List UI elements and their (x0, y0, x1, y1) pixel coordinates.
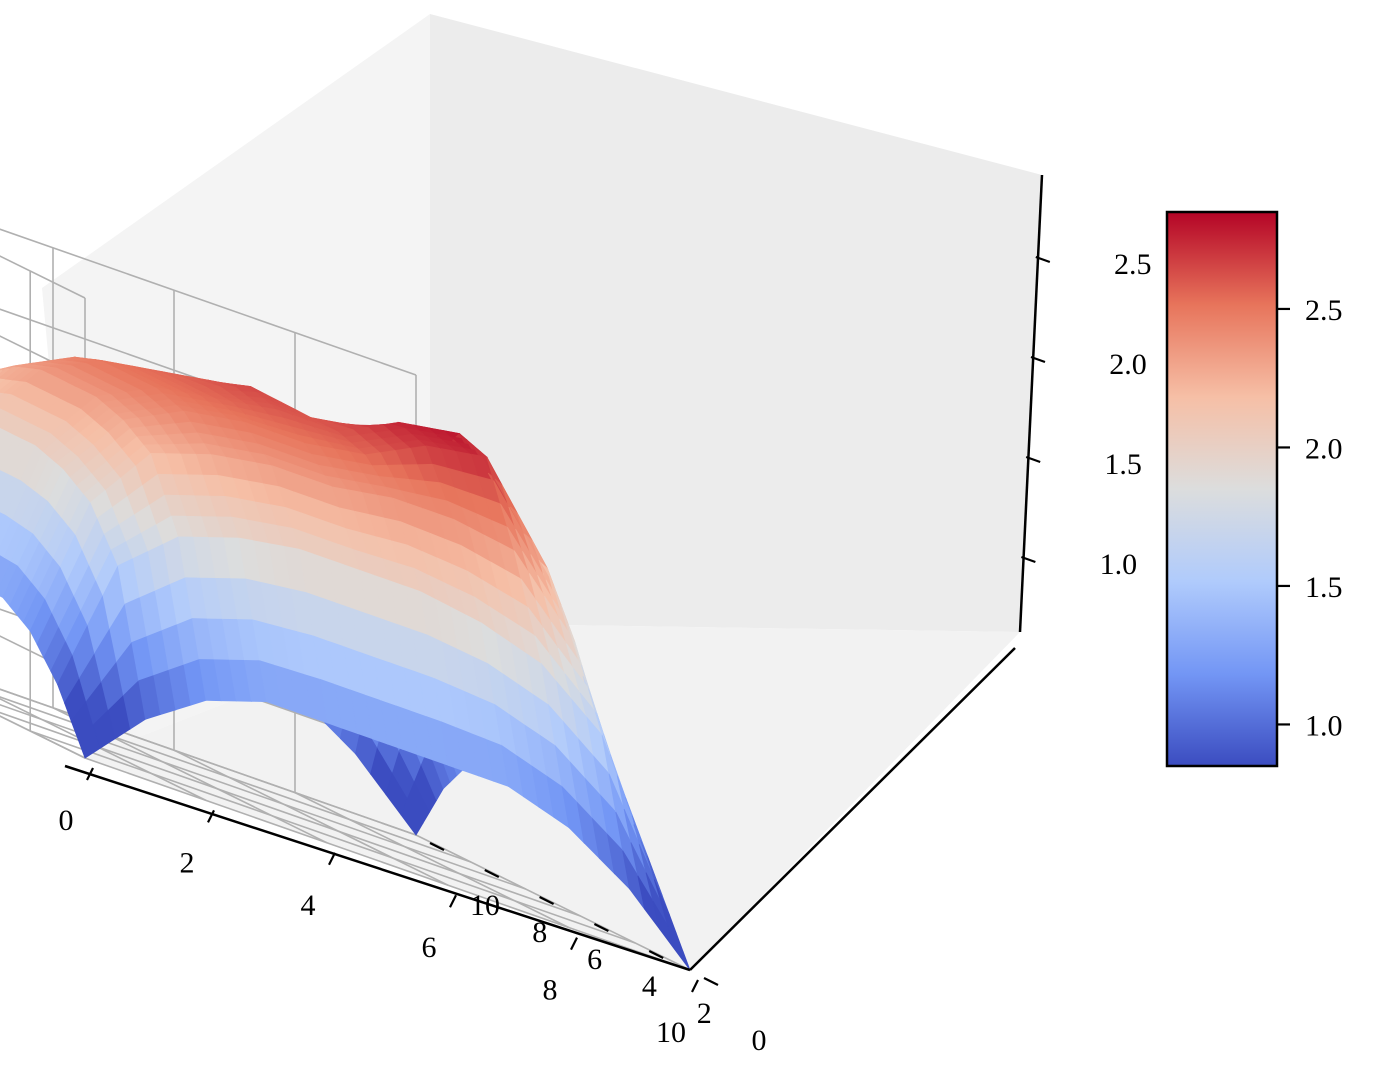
colorbar: 1.0 1.5 2.0 2.5 (1165, 210, 1343, 768)
z-tick-mark (1025, 455, 1041, 464)
back-grid-horizontal-line (0, 228, 417, 376)
x-tick-mark (207, 809, 215, 823)
x-tick-label: 0 (59, 804, 74, 837)
x-tick-mark (691, 979, 699, 993)
left-grid-horizontal-line (0, 715, 86, 759)
y-tick-label: 2 (697, 997, 712, 1030)
floor-grid-y-line (0, 703, 526, 890)
colorbar-tick-label: 1.5 (1305, 571, 1343, 604)
y-tick-label: 6 (587, 943, 602, 976)
x-tick-mark (328, 852, 336, 866)
surface-plot (0, 356, 691, 971)
floor-grid-x-line (173, 749, 449, 886)
colorbar-frame (1165, 210, 1279, 768)
y-tick-label: 4 (642, 970, 657, 1003)
x-tick-label: 8 (543, 974, 558, 1007)
surface-patch (667, 926, 691, 971)
z-tick-mark (1035, 255, 1051, 264)
y-tick-mark (539, 896, 555, 905)
y-tick-label: 10 (470, 889, 500, 922)
axis-lines (64, 174, 1044, 972)
x-tick-mark (86, 767, 94, 781)
colorbar-fill (1167, 212, 1277, 766)
y-tick-mark (484, 869, 500, 878)
colorbar-tick-label: 2.5 (1305, 294, 1343, 327)
floor-grid-y-line (0, 696, 472, 863)
x-axis-line (64, 764, 691, 972)
x-tick-mark (449, 894, 457, 908)
z-axis-ticks: 1.0 1.5 2.0 2.5 (1020, 248, 1152, 581)
y-tick-mark (648, 950, 664, 959)
y-tick-mark (703, 977, 719, 986)
x-tick-mark (570, 937, 578, 951)
left-grid-horizontal-line (0, 635, 86, 679)
back-pane (430, 14, 1042, 632)
left-grid-horizontal-line (0, 335, 86, 379)
colorbar-tick-label: 1.0 (1305, 709, 1343, 742)
x-tick-label: 10 (656, 1016, 686, 1049)
x-tick-label: 2 (180, 846, 195, 879)
z-tick-label: 1.5 (1104, 448, 1142, 481)
left-grid-horizontal-line (0, 255, 86, 299)
z-tick-mark (1030, 355, 1046, 364)
floor-grid-y-line (84, 757, 691, 971)
z-tick-label: 1.0 (1100, 548, 1138, 581)
y-tick-label: 8 (532, 916, 547, 949)
y-tick-mark (593, 923, 609, 932)
floor-grid-x-line (294, 791, 570, 929)
y-tick-label: 0 (752, 1024, 767, 1057)
floor-grid-y-line (0, 711, 581, 917)
z-tick-label: 2.0 (1109, 348, 1147, 381)
floor-grid-x-line (0, 698, 207, 802)
z-axis-line (1018, 174, 1044, 633)
y-tick-mark (429, 842, 445, 851)
y-axis-line (689, 647, 1016, 971)
floor-grid-y-line (29, 730, 636, 944)
x-tick-label: 4 (301, 889, 316, 922)
colorbar-ticks: 1.0 1.5 2.0 2.5 (1277, 294, 1343, 742)
z-tick-label: 2.5 (1114, 248, 1152, 281)
x-tick-label: 6 (422, 931, 437, 964)
colorbar-tick-label: 2.0 (1305, 432, 1343, 465)
z-tick-mark (1020, 555, 1036, 564)
